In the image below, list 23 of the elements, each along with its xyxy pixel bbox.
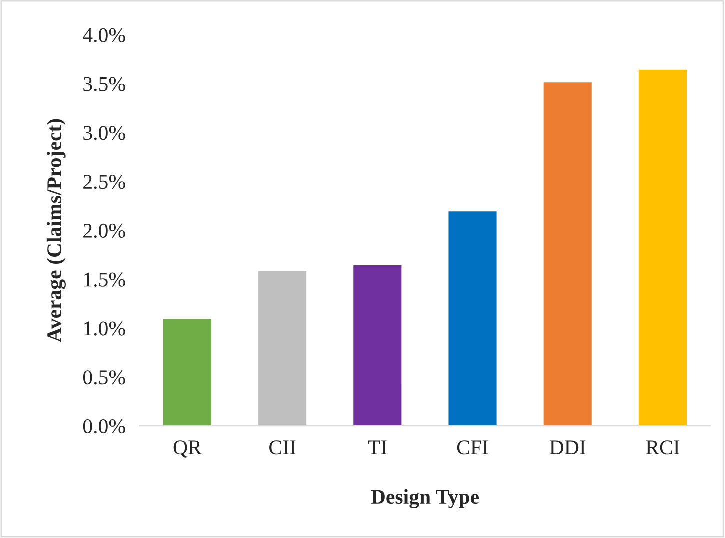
y-tick-label: 1.0% [84,322,126,336]
bar [162,318,213,426]
y-tick-label: 0.5% [83,370,126,385]
y-tick-label: 0.0% [83,419,126,434]
x-tick-label: RCI [646,440,680,455]
x-tick-label: QR [174,440,202,458]
x-tick-label: TI [368,440,387,454]
x-tick-label: DDI [550,440,586,454]
bar [447,210,498,426]
y-tick-label: 1.5% [84,272,126,287]
y-tick-label: 3.0% [84,126,126,140]
y-tick-label: 3.5% [84,77,126,92]
y-tick-label: 2.0% [84,224,126,238]
x-axis-title: Design Type [371,489,479,508]
bar [638,68,688,426]
y-tick-label: 4.0% [83,28,126,42]
bar [257,270,308,426]
x-tick-label: CFI [457,440,488,455]
x-tick-label: CII [270,440,296,455]
bar [352,264,404,426]
y-tick-label: 2.5% [84,175,126,190]
y-axis-title: Average (Claims/Project) [46,119,66,342]
bar [542,81,594,426]
